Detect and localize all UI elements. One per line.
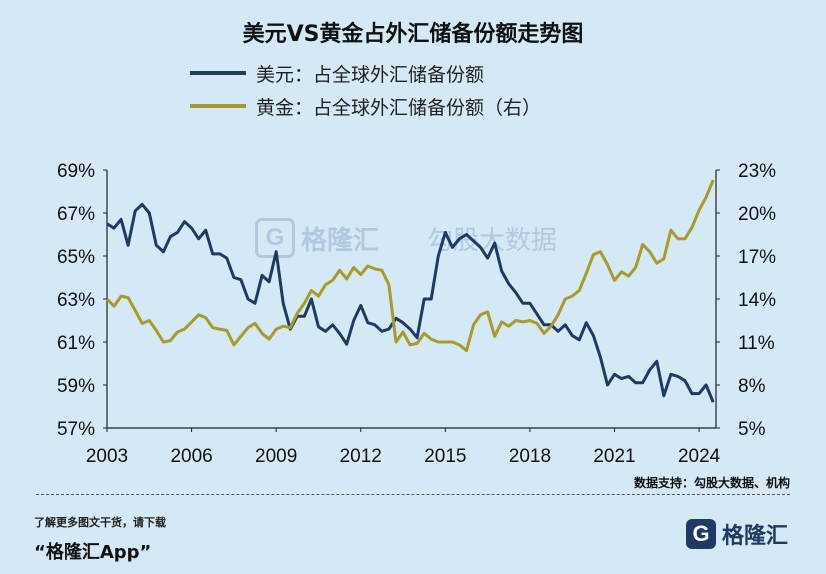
brand-name: 格隆汇 [722,524,789,549]
left-tick-label: 65% [57,247,95,268]
x-tick-label: 2006 [170,446,212,467]
x-tick-label: 2012 [340,446,382,467]
left-tick-label: 63% [57,290,95,311]
x-tick-label: 2024 [678,446,721,467]
x-tick-label: 2015 [424,446,466,467]
legend-label-usd: 美元：占全球外汇储备份额 [256,63,485,86]
left-tick-label: 61% [57,333,95,354]
chart-title: 美元VS黄金占外汇储备份额走势图 [242,22,584,47]
left-tick-label: 69% [57,161,95,182]
x-tick-label: 2021 [593,446,635,467]
footer-app-name: “格隆汇App” [34,542,152,563]
legend-swatch-usd [190,71,246,75]
right-tick-label: 5% [738,419,766,440]
right-tick-label: 11% [738,333,775,354]
legend-item-usd: 美元：占全球外汇储备份额 [190,60,484,86]
legend-item-gold: 黄金：占全球外汇储备份额（右） [190,93,541,119]
left-tick-label: 59% [57,376,95,397]
legend-swatch-gold [190,104,246,108]
right-tick-label: 14% [738,290,776,311]
legend-label-gold: 黄金：占全球外汇储备份额（右） [256,96,542,119]
brand-logo-icon: G [686,519,716,549]
x-tick-label: 2018 [509,446,551,467]
x-tick-label: 2009 [255,446,297,467]
right-tick-label: 17% [738,247,776,268]
right-tick-label: 8% [738,376,766,397]
left-tick-label: 57% [57,419,95,440]
source-note: 数据支持：勾股大数据、机构 [633,476,790,490]
footer-tip: 了解更多图文干货，请下载 [34,516,166,529]
footer-logo: G 格隆汇 [686,518,788,550]
right-tick-label: 23% [738,161,776,182]
gold-share-line [105,179,715,353]
divider [36,494,790,495]
usd-share-line [106,202,715,403]
right-tick-label: 20% [738,204,776,225]
left-tick-label: 67% [57,204,95,225]
x-tick-label: 2003 [86,446,128,467]
